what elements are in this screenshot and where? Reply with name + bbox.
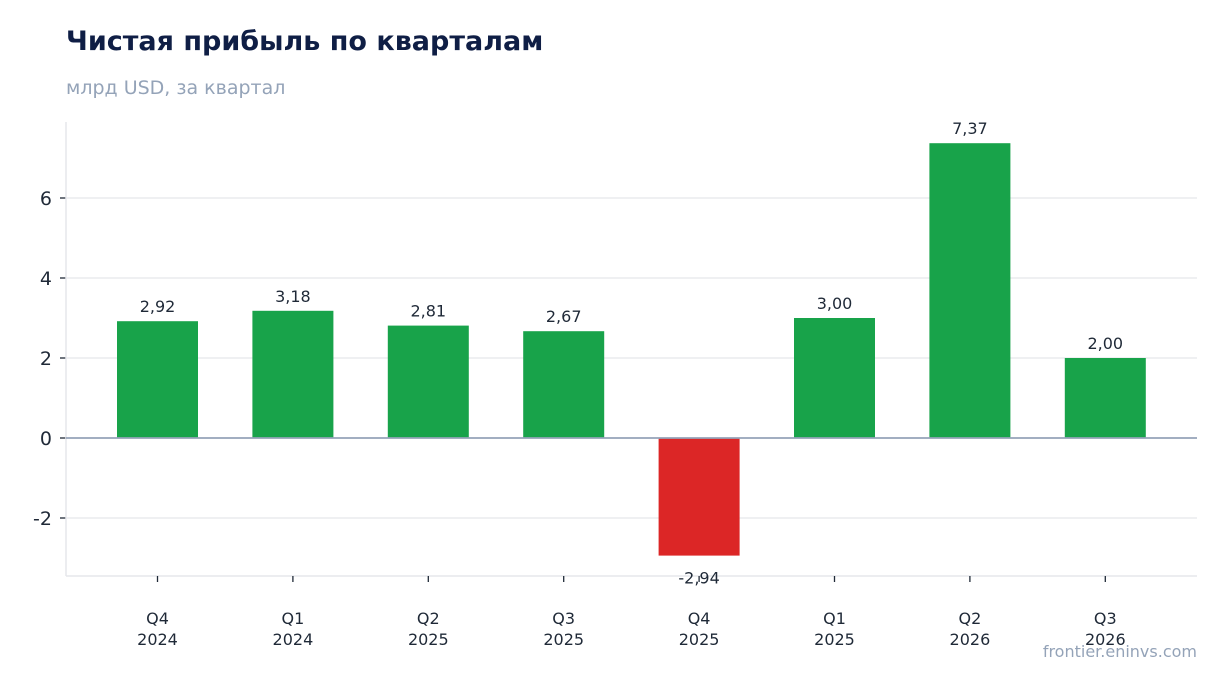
x-tick-label-quarter: Q2: [417, 609, 440, 628]
data-label: 7,37: [952, 119, 988, 138]
x-tick-label-year: 2026: [1085, 630, 1126, 649]
y-tick-label: -2: [33, 508, 52, 530]
x-tick-label-year: 2024: [273, 630, 314, 649]
x-tick-label-quarter: Q2: [959, 609, 982, 628]
data-label: 2,92: [140, 297, 176, 316]
bar: [252, 310, 334, 438]
chart-subtitle: млрд USD, за квартал: [66, 77, 286, 99]
source-label: frontier.eninvs.com: [1042, 642, 1197, 661]
bar: [387, 325, 469, 438]
x-tick-label-quarter: Q3: [1094, 609, 1117, 628]
y-tick-label: 0: [40, 428, 52, 450]
data-label: 3,18: [275, 287, 311, 306]
chart-title: Чистая прибыль по кварталам: [66, 26, 544, 57]
x-tick-label-quarter: Q4: [688, 609, 711, 628]
bar: [794, 318, 875, 438]
y-tick-label: 4: [40, 268, 52, 290]
bar: [929, 143, 1011, 438]
data-label: 2,67: [546, 307, 582, 326]
data-label: 3,00: [817, 294, 853, 313]
bar: [658, 438, 740, 556]
bar: [1064, 358, 1146, 438]
data-label: 2,81: [410, 302, 446, 321]
x-tick-label-year: 2024: [137, 630, 178, 649]
x-tick-label-quarter: Q4: [146, 609, 169, 628]
x-tick-label-quarter: Q1: [823, 609, 846, 628]
y-tick-label: 2: [40, 348, 52, 370]
x-tick-label-quarter: Q3: [552, 609, 575, 628]
x-tick-label-year: 2025: [679, 630, 720, 649]
x-tick-label-year: 2026: [950, 630, 991, 649]
bar: [117, 321, 198, 438]
x-tick-label-year: 2025: [408, 630, 449, 649]
x-tick-label-year: 2025: [543, 630, 584, 649]
x-tick-label-year: 2025: [814, 630, 855, 649]
bar: [523, 331, 605, 438]
y-tick-label: 6: [40, 188, 52, 210]
x-tick-label-quarter: Q1: [282, 609, 305, 628]
data-label: 2,00: [1087, 334, 1123, 353]
